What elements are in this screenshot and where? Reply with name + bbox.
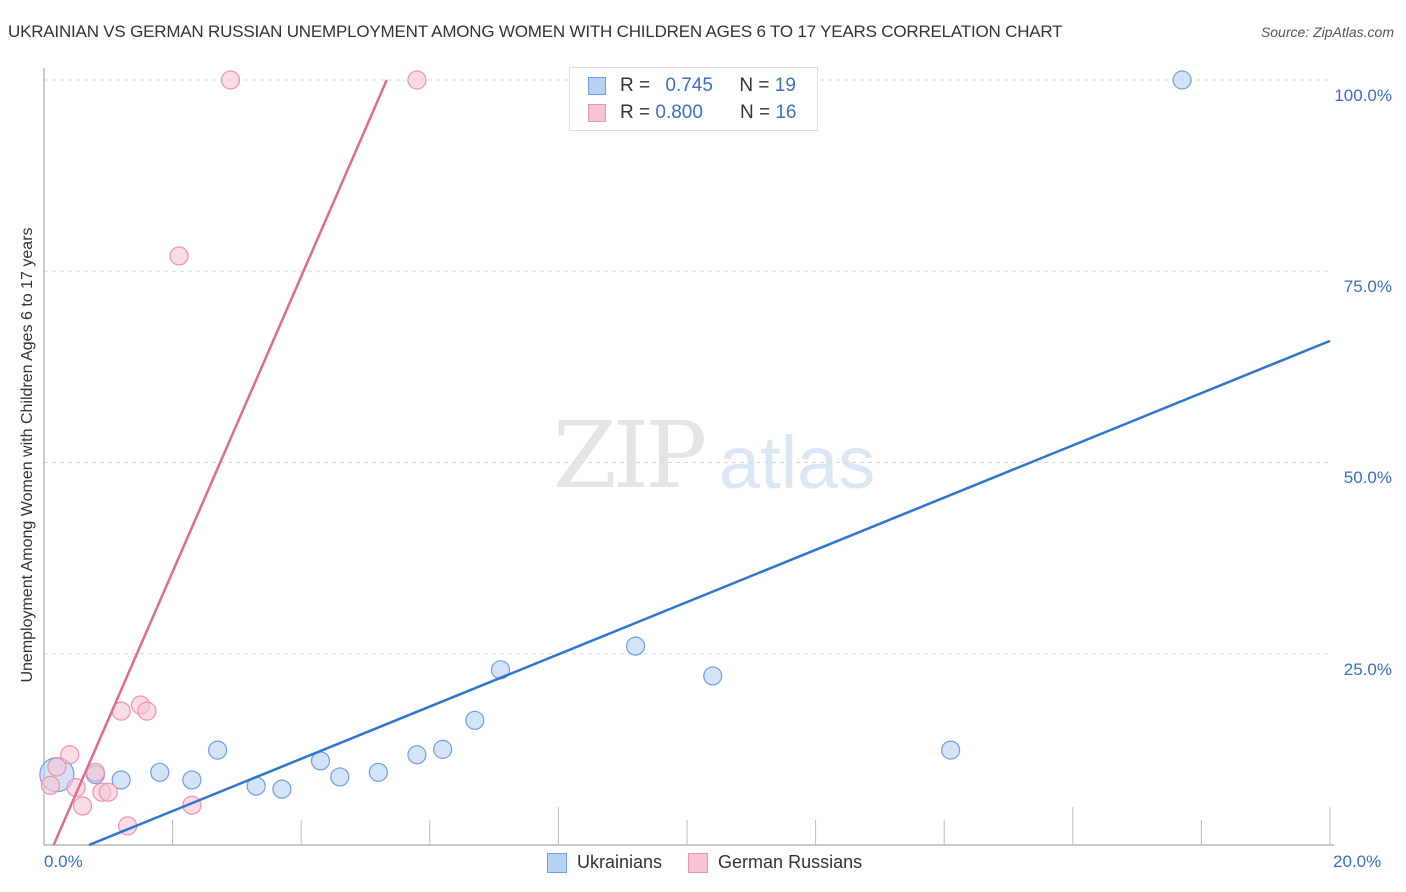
ukrainians-point: [272, 779, 292, 799]
german-russians-point: [98, 782, 118, 802]
ukrainians-trendline: [88, 339, 1331, 847]
ukrainians-point: [182, 770, 202, 790]
german-russians-point: [47, 757, 67, 777]
ukrainians-point: [330, 767, 350, 787]
r-label: R =: [620, 75, 651, 96]
ukrainians-point: [465, 710, 485, 730]
watermark-zip: ZIP: [553, 402, 707, 509]
ukrainians-point: [433, 739, 453, 759]
n-label: N =: [739, 75, 770, 96]
axes-frame: [43, 68, 1334, 846]
x-tick-0: 0.0%: [44, 852, 83, 871]
german-russians-point: [72, 796, 93, 816]
y-tick-75: 75.0%: [1343, 277, 1392, 296]
german-russians-point: [137, 701, 157, 721]
ukrainians-point: [150, 762, 170, 782]
y-tick-25: 25.0%: [1343, 660, 1392, 679]
ukrainians-swatch-icon: [588, 77, 606, 95]
ukrainians-point: [368, 762, 388, 782]
german-russians-swatch-icon: [688, 852, 709, 873]
ukrainians-swatch-icon: [547, 852, 567, 873]
legend-item-ukrainians[interactable]: Ukrainians: [547, 852, 662, 873]
legend-item-german-russians[interactable]: German Russians: [688, 852, 862, 873]
german-russians-point: [407, 70, 427, 90]
x-tick-20: 20.0%: [1333, 852, 1382, 871]
source-label: Source: ZipAtlas.com: [1260, 24, 1394, 40]
ukrainians-point: [941, 740, 961, 760]
y-tick-100: 100.0%: [1334, 86, 1392, 105]
n-value: 19: [774, 75, 796, 96]
n-value: 16: [775, 102, 797, 123]
ukrainians-point: [208, 740, 228, 760]
data-points: [39, 70, 1192, 836]
y-tick-50: 50.0%: [1343, 468, 1392, 487]
r-value: 0.800: [655, 102, 703, 123]
legend-row-ukrainians: R = 0.745 N = 19: [588, 74, 796, 98]
german-russians-point: [60, 745, 80, 765]
ukrainians-point: [1172, 70, 1192, 90]
correlation-legend: R = 0.745 N = 19 R = 0.800 N = 16: [569, 67, 818, 131]
series-legend: Ukrainians German Russians: [547, 852, 888, 873]
ukrainians-point: [703, 666, 723, 686]
r-label: R =: [620, 102, 651, 123]
n-label: N =: [739, 102, 771, 123]
r-value: 0.745: [665, 75, 713, 96]
chart-title: UKRAINIAN VS GERMAN RUSSIAN UNEMPLOYMENT…: [8, 22, 1063, 41]
ukrainians-point: [625, 636, 646, 656]
legend-label: German Russians: [718, 852, 863, 872]
gridlines: [44, 79, 1330, 655]
legend-label: Ukrainians: [577, 852, 663, 872]
german-russians-point: [169, 246, 189, 266]
trendlines: [52, 79, 1331, 847]
german-russians-swatch-icon: [588, 104, 606, 122]
y-axis-label: Unemployment Among Women with Children A…: [19, 227, 36, 683]
german-russians-point: [40, 775, 61, 795]
legend-row-german-russians: R = 0.800 N = 16: [588, 101, 796, 125]
german-russians-trendline: [52, 79, 388, 846]
ukrainians-point: [111, 770, 131, 790]
german-russians-point: [220, 70, 241, 90]
ukrainians-point: [407, 745, 427, 765]
